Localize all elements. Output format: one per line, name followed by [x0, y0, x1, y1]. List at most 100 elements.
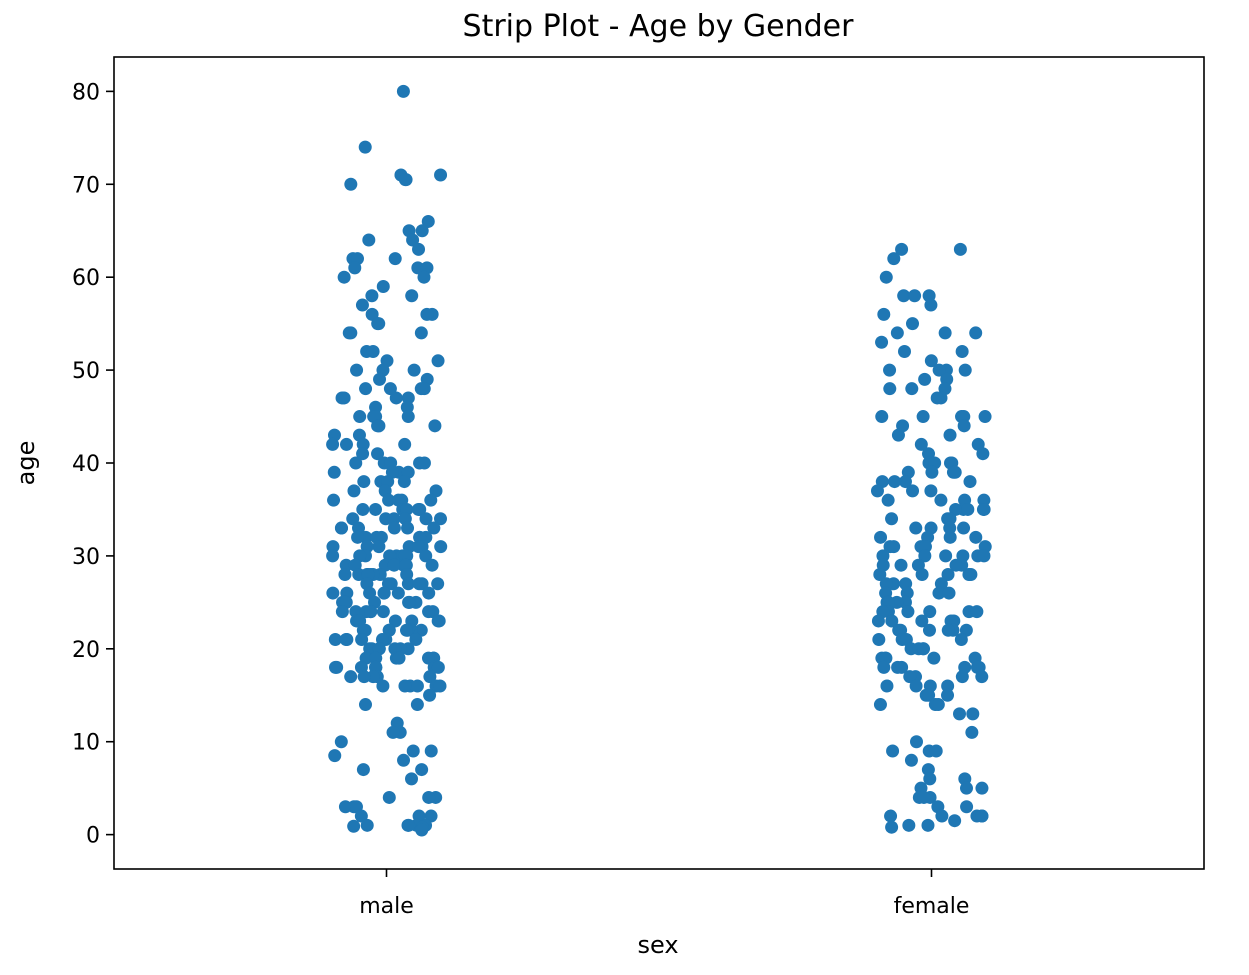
- data-point-female: [887, 252, 901, 266]
- data-point-female: [923, 772, 937, 786]
- data-point-female: [964, 567, 978, 581]
- data-point-female: [917, 790, 931, 804]
- data-point-male: [431, 660, 445, 674]
- y-axis-label: age: [12, 441, 40, 486]
- y-tick-label: 30: [72, 545, 100, 570]
- x-axis-label: sex: [637, 931, 678, 959]
- data-point-male: [357, 475, 371, 489]
- data-point-male: [406, 233, 420, 247]
- data-point-female: [935, 809, 949, 823]
- data-point-female: [948, 465, 962, 479]
- data-point-male: [326, 540, 340, 554]
- data-point-male: [329, 660, 343, 674]
- data-point-female: [909, 679, 923, 693]
- data-point-male: [397, 753, 411, 767]
- data-point-male: [338, 567, 352, 581]
- data-point-female: [953, 242, 967, 256]
- data-point-male: [389, 391, 403, 405]
- data-point-male: [417, 382, 431, 396]
- data-point-male: [326, 586, 340, 600]
- data-point-female: [930, 391, 944, 405]
- data-point-male: [415, 763, 429, 777]
- data-point-male: [365, 289, 379, 303]
- data-point-male: [420, 307, 434, 321]
- data-point-male: [422, 790, 436, 804]
- data-point-female: [922, 623, 936, 637]
- data-point-male: [335, 605, 349, 619]
- data-point-male: [344, 177, 358, 191]
- data-point-female: [969, 326, 983, 340]
- y-tick-label: 20: [72, 638, 100, 663]
- data-point-male: [414, 326, 428, 340]
- data-point-female: [877, 307, 891, 321]
- data-point-female: [905, 382, 919, 396]
- data-point-female: [909, 521, 923, 535]
- data-point-male: [356, 447, 370, 461]
- data-point-female: [906, 484, 920, 498]
- data-point-male: [402, 595, 416, 609]
- data-point-female: [885, 614, 899, 628]
- data-point-male: [353, 410, 367, 424]
- data-point-male: [391, 586, 405, 600]
- data-point-male: [359, 382, 373, 396]
- data-point-male: [327, 493, 341, 507]
- data-point-female: [902, 818, 916, 832]
- data-point-female: [939, 549, 953, 563]
- data-point-male: [356, 502, 370, 516]
- data-point-female: [976, 447, 990, 461]
- y-tick-label: 10: [72, 731, 100, 756]
- data-point-female: [897, 289, 911, 303]
- data-point-male: [328, 633, 342, 647]
- data-point-female: [876, 549, 890, 563]
- y-tick-label: 50: [72, 359, 100, 384]
- chart-title: Strip Plot - Age by Gender: [463, 9, 855, 44]
- data-point-male: [425, 558, 439, 572]
- y-tick-label: 40: [72, 452, 100, 477]
- data-point-male: [422, 586, 436, 600]
- data-point-female: [886, 744, 900, 758]
- data-point-male: [382, 790, 396, 804]
- data-point-male: [415, 224, 429, 238]
- plot-frame: [113, 56, 1205, 870]
- data-point-male: [338, 800, 352, 814]
- data-point-female: [874, 530, 888, 544]
- data-point-female: [884, 809, 898, 823]
- data-point-female: [885, 512, 899, 526]
- data-point-male: [412, 540, 426, 554]
- data-point-female: [923, 605, 937, 619]
- data-point-male: [398, 679, 412, 693]
- data-point-male: [417, 456, 431, 470]
- data-point-male: [401, 577, 415, 591]
- data-point-male: [344, 670, 358, 684]
- data-point-female: [908, 289, 922, 303]
- data-point-female: [922, 447, 936, 461]
- data-point-female: [895, 242, 909, 256]
- data-point-male: [357, 670, 371, 684]
- data-points: [326, 84, 992, 837]
- data-point-female: [924, 484, 938, 498]
- data-point-female: [975, 670, 989, 684]
- data-point-male: [419, 549, 433, 563]
- data-point-male: [364, 605, 378, 619]
- data-point-male: [348, 261, 362, 275]
- data-point-male: [349, 456, 363, 470]
- data-point-female: [977, 493, 991, 507]
- data-point-female: [966, 707, 980, 721]
- data-point-female: [875, 410, 889, 424]
- data-point-male: [360, 818, 374, 832]
- data-point-female: [880, 679, 894, 693]
- data-point-female: [949, 558, 963, 572]
- data-point-male: [372, 419, 386, 433]
- data-point-male: [431, 577, 445, 591]
- data-point-female: [887, 540, 901, 554]
- data-point-male: [410, 679, 424, 693]
- data-point-male: [347, 819, 361, 833]
- data-point-female: [969, 530, 983, 544]
- data-point-female: [890, 326, 904, 340]
- data-point-female: [904, 753, 918, 767]
- data-point-male: [351, 530, 365, 544]
- data-point-male: [411, 502, 425, 516]
- data-point-male: [434, 168, 448, 182]
- data-point-female: [875, 335, 889, 349]
- data-point-male: [409, 633, 423, 647]
